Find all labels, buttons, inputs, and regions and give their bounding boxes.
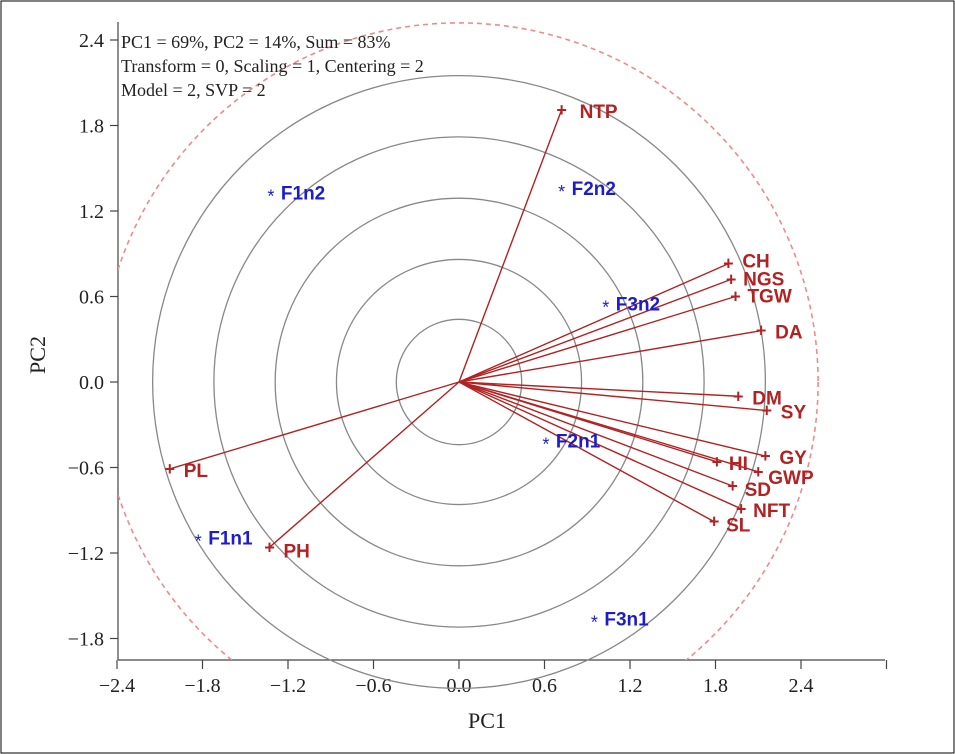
x-tick-label: 1.8: [703, 675, 728, 697]
trait-vector-dm: [458, 381, 739, 397]
trait-label-tgw: TGW: [747, 287, 791, 308]
concentric-circle: [151, 74, 767, 690]
trait-vector-ntp: [458, 109, 563, 383]
y-tick-label: −0.6: [68, 458, 104, 480]
y-tick-label: 1.2: [79, 201, 104, 223]
trait-vector-sy: [458, 381, 767, 412]
annotation-line: Model = 2, SVP = 2: [121, 80, 266, 100]
x-tick-label: −0.6: [355, 675, 391, 697]
trait-label-ntp: NTP: [580, 102, 618, 123]
trait-marker-ch: +: [723, 254, 734, 274]
x-tick-label: 0.0: [447, 675, 472, 697]
x-tick-label: 2.4: [789, 675, 814, 697]
trait-vector-nft: [458, 381, 742, 510]
entry-label-f3n2: F3n2: [616, 295, 660, 316]
concentric-circle: [274, 197, 644, 567]
y-tick-label: −1.2: [68, 543, 104, 565]
trait-marker-nft: +: [736, 499, 747, 519]
trait-marker-pl: +: [164, 459, 175, 479]
entry-label-f2n1: F2n1: [556, 431, 601, 452]
trait-vector-pl: [169, 381, 460, 470]
trait-label-da: DA: [775, 323, 803, 344]
x-tick-label: −2.4: [99, 675, 135, 697]
trait-vector-gy: [458, 381, 766, 457]
entry-marker-f3n2: *: [602, 298, 609, 318]
entry-marker-f2n1: *: [542, 434, 549, 454]
entry-label-f2n2: F2n2: [572, 179, 616, 200]
trait-vector-sl: [458, 381, 715, 523]
y-tick-label: 2.4: [79, 30, 104, 52]
trait-vector-ph: [269, 381, 460, 548]
trait-marker-sy: +: [762, 401, 773, 421]
trait-marker-sd: +: [727, 476, 738, 496]
trait-label-sl: SL: [726, 516, 751, 537]
y-tick-label: −1.8: [68, 629, 104, 651]
trait-vector-ch: [458, 263, 729, 383]
entry-label-f1n1: F1n1: [208, 528, 253, 549]
plot-area: 2.4 1.8 1.2 0.6 0.0 −0.6 −1.2 −1.8 −2.4 −1.8 −1.2 −…: [68, 22, 888, 697]
trait-marker-gwp: +: [753, 462, 764, 482]
trait-vector-da: [458, 330, 762, 383]
entry-marker-f1n2: *: [267, 186, 274, 206]
annotation-line: Transform = 0, Scaling = 1, Centering = …: [121, 56, 424, 76]
entry-marker-f3n1: *: [591, 613, 598, 633]
trait-marker-ph: +: [264, 537, 275, 557]
trait-label-ch: CH: [742, 252, 769, 273]
entry-label-f3n1: F3n1: [604, 610, 649, 631]
y-tick-label: 1.8: [79, 116, 104, 138]
trait-marker-gy: +: [760, 446, 771, 466]
x-tick-label: −1.2: [270, 675, 306, 697]
trait-label-hi: HI: [729, 454, 748, 475]
x-tick-label: 1.2: [618, 675, 643, 697]
trait-vector-ngs: [458, 278, 732, 383]
entry-label-f1n2: F1n2: [281, 183, 325, 204]
trait-label-dm: DM: [752, 388, 782, 409]
trait-vector-sd: [458, 381, 733, 487]
trait-label-sd: SD: [745, 480, 771, 501]
trait-label-nft: NFT: [753, 501, 790, 522]
trait-vector-tgw: [458, 295, 736, 383]
concentric-circle: [213, 136, 705, 628]
trait-marker-ngs: +: [726, 269, 737, 289]
entry-marker-f2n2: *: [558, 182, 565, 202]
y-tick-label: 0.0: [79, 372, 104, 394]
trait-marker-dm: +: [733, 386, 744, 406]
trait-label-ph: PH: [283, 541, 309, 562]
trait-marker-da: +: [756, 321, 767, 341]
y-tick-label: 0.6: [79, 287, 104, 309]
trait-marker-sl: +: [709, 512, 720, 532]
trait-label-ngs: NGS: [743, 269, 784, 290]
annotation-line: PC1 = 69%, PC2 = 14%, Sum = 83%: [121, 32, 390, 52]
entry-marker-f1n1: *: [195, 531, 202, 551]
x-axis-label: PC1: [468, 708, 506, 733]
x-tick-label: 0.6: [532, 675, 557, 697]
outer-dashed-circle: [118, 22, 819, 660]
trait-label-pl: PL: [184, 461, 209, 482]
trait-marker-ntp: +: [556, 100, 567, 120]
trait-label-sy: SY: [781, 403, 807, 424]
concentric-circle: [335, 258, 583, 506]
concentric-circle: [395, 318, 523, 446]
trait-label-gy: GY: [779, 448, 807, 469]
y-axis-label: PC2: [25, 336, 50, 374]
trait-label-gwp: GWP: [768, 468, 814, 489]
trait-marker-hi: +: [712, 452, 723, 472]
x-tick-label: −1.8: [184, 675, 220, 697]
trait-vector-gwp: [458, 381, 759, 473]
trait-marker-tgw: +: [730, 287, 741, 307]
